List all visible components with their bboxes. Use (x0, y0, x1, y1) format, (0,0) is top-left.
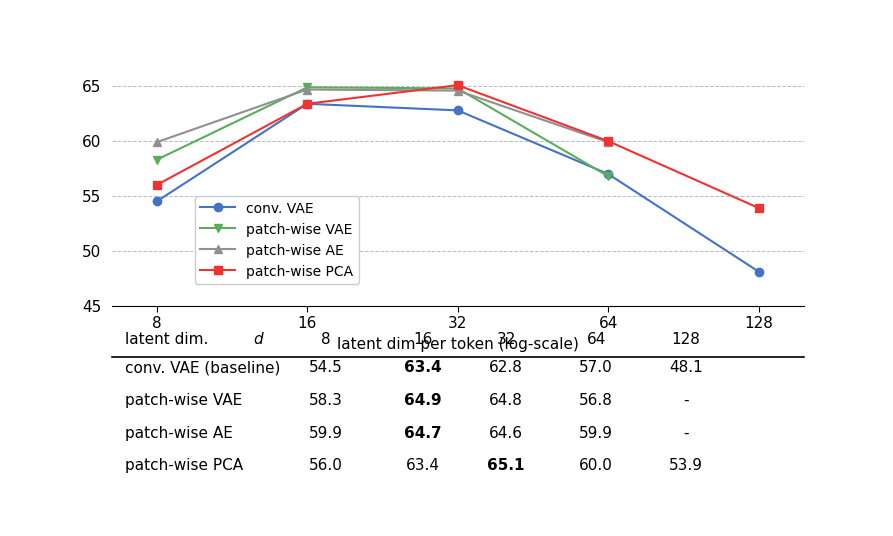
Text: 63.4: 63.4 (405, 360, 442, 375)
conv. VAE (152, 198, 163, 205)
Text: 57.0: 57.0 (580, 360, 613, 375)
Text: 62.8: 62.8 (489, 360, 523, 375)
conv. VAE (453, 107, 463, 114)
Text: -: - (683, 426, 689, 441)
Text: 54.5: 54.5 (309, 360, 343, 375)
patch-wise PCA (302, 101, 313, 107)
Text: patch-wise VAE: patch-wise VAE (125, 393, 243, 408)
Text: 16: 16 (413, 332, 433, 347)
Text: latent dim.: latent dim. (125, 332, 213, 347)
Text: 8: 8 (321, 332, 331, 347)
patch-wise VAE (603, 173, 613, 180)
Text: 63.4: 63.4 (406, 458, 440, 473)
Text: -: - (683, 393, 689, 408)
Text: 32: 32 (497, 332, 516, 347)
patch-wise PCA (152, 182, 163, 188)
Line: patch-wise VAE: patch-wise VAE (153, 83, 613, 180)
Text: d: d (254, 332, 263, 347)
patch-wise AE (302, 86, 313, 93)
Text: 56.0: 56.0 (309, 458, 343, 473)
conv. VAE (302, 101, 313, 107)
Line: patch-wise AE: patch-wise AE (153, 85, 613, 146)
patch-wise AE (603, 139, 613, 145)
Text: patch-wise AE: patch-wise AE (125, 426, 233, 441)
patch-wise AE (453, 87, 463, 94)
X-axis label: latent dim per token (log-scale): latent dim per token (log-scale) (337, 337, 579, 352)
Text: 56.8: 56.8 (580, 393, 613, 408)
Text: 59.9: 59.9 (579, 426, 613, 441)
Line: patch-wise PCA: patch-wise PCA (153, 81, 763, 212)
conv. VAE (603, 171, 613, 177)
Text: 64.7: 64.7 (405, 426, 442, 441)
patch-wise VAE (453, 85, 463, 92)
patch-wise PCA (753, 205, 764, 211)
patch-wise VAE (302, 84, 313, 91)
Text: 65.1: 65.1 (488, 458, 525, 473)
patch-wise AE (152, 139, 163, 145)
Text: 59.9: 59.9 (309, 426, 343, 441)
Text: 60.0: 60.0 (580, 458, 613, 473)
Text: 64.6: 64.6 (489, 426, 523, 441)
Text: conv. VAE (baseline): conv. VAE (baseline) (125, 360, 280, 375)
Legend: conv. VAE, patch-wise VAE, patch-wise AE, patch-wise PCA: conv. VAE, patch-wise VAE, patch-wise AE… (195, 196, 359, 284)
Text: 58.3: 58.3 (309, 393, 343, 408)
Text: 64: 64 (587, 332, 605, 347)
conv. VAE (753, 269, 764, 275)
patch-wise PCA (603, 138, 613, 144)
patch-wise VAE (152, 157, 163, 163)
patch-wise PCA (453, 82, 463, 88)
Line: conv. VAE: conv. VAE (153, 100, 763, 276)
Text: 48.1: 48.1 (669, 360, 703, 375)
Text: patch-wise PCA: patch-wise PCA (125, 458, 244, 473)
Text: 64.9: 64.9 (405, 393, 442, 408)
Text: 53.9: 53.9 (669, 458, 703, 473)
Text: 128: 128 (672, 332, 700, 347)
Text: 64.8: 64.8 (489, 393, 523, 408)
